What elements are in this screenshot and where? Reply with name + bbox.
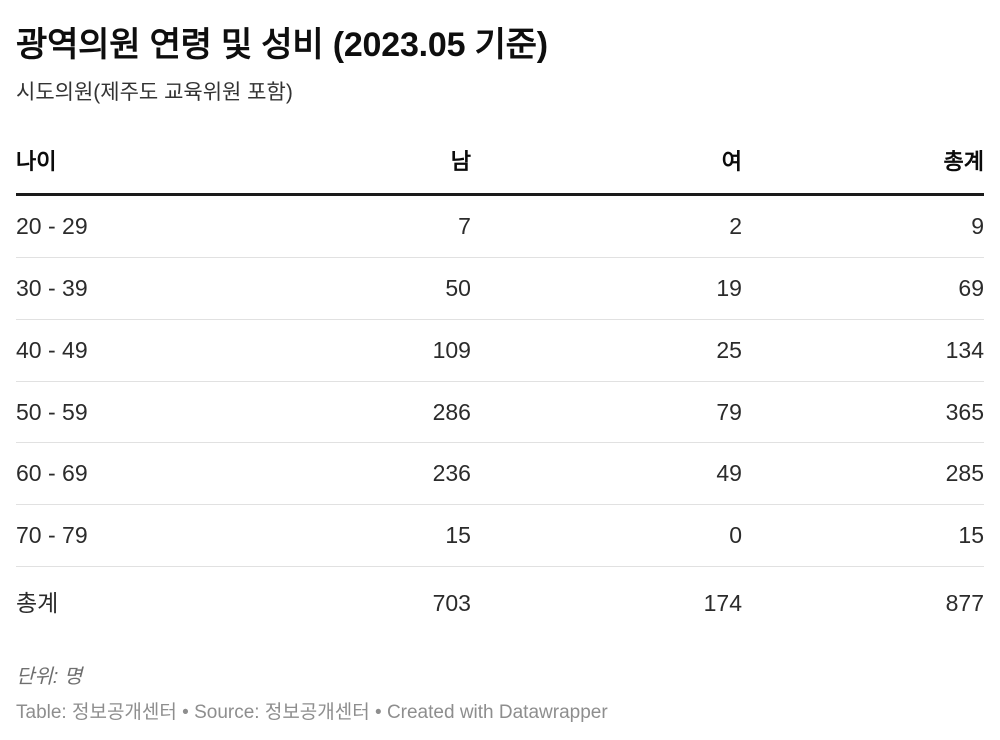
value-cell: 0 <box>470 504 742 567</box>
table-footer: 단위: 명 Table: 정보공개센터 • Source: 정보공개센터 • C… <box>16 664 984 726</box>
table-row: 70 - 79 15 0 15 <box>16 504 984 567</box>
table-row: 20 - 29 7 2 9 <box>16 194 984 258</box>
row-label-cell: 30 - 39 <box>16 257 229 320</box>
value-cell: 9 <box>741 194 984 258</box>
value-cell: 15 <box>741 504 984 567</box>
table-row: 50 - 59 286 79 365 <box>16 381 984 444</box>
value-cell: 286 <box>228 381 471 444</box>
attribution-text: • Created with <box>369 701 499 723</box>
table-header-row: 나이 남 여 총계 <box>16 135 984 197</box>
value-cell: 109 <box>228 319 471 382</box>
row-label-cell: 20 - 29 <box>16 194 229 258</box>
value-cell: 49 <box>470 442 742 505</box>
row-label-cell: 60 - 69 <box>16 442 229 505</box>
row-label-cell: 40 - 49 <box>16 319 229 382</box>
row-label-cell: 총계 <box>16 589 59 616</box>
col-header-male: 남 <box>228 135 471 197</box>
row-label-cell: 70 - 79 <box>16 504 229 567</box>
value-cell: 79 <box>470 381 742 444</box>
attribution-text: Table: <box>16 701 72 723</box>
value-cell: 365 <box>741 381 984 444</box>
col-header-age: 나이 <box>16 135 229 197</box>
table-row: 40 - 49 109 25 134 <box>16 319 984 382</box>
value-cell: 2 <box>470 194 742 258</box>
value-cell: 69 <box>741 257 984 320</box>
value-cell: 134 <box>741 319 984 382</box>
table-row: 30 - 39 50 19 69 <box>16 257 984 320</box>
value-cell: 15 <box>228 504 471 567</box>
attribution-line: Table: 정보공개센터 • Source: 정보공개센터 • Created… <box>16 701 984 726</box>
row-label-cell: 50 - 59 <box>16 381 229 444</box>
attribution-link[interactable]: 정보공개센터 <box>264 701 370 723</box>
unit-note: 단위: 명 <box>16 665 83 688</box>
col-header-female: 여 <box>470 135 742 197</box>
value-cell: 25 <box>470 319 742 382</box>
value-cell: 703 <box>432 589 471 616</box>
page-title: 광역의원 연령 및 성비 (2023.05 기준) <box>16 26 548 64</box>
value-cell: 50 <box>228 257 471 320</box>
page-subtitle: 시도의원(제주도 교육위원 포함) <box>16 80 293 104</box>
table-total-row: 총계 703 174 877 <box>16 566 984 637</box>
value-cell: 236 <box>228 442 471 505</box>
value-cell: 877 <box>945 589 984 616</box>
value-cell: 7 <box>228 194 471 258</box>
table-row: 60 - 69 236 49 285 <box>16 442 984 505</box>
attribution-text: • Source: <box>176 701 265 723</box>
attribution-link[interactable]: Datawrapper <box>498 701 608 723</box>
col-header-total: 총계 <box>741 135 984 197</box>
value-cell: 285 <box>741 442 984 505</box>
attribution-link[interactable]: 정보공개센터 <box>71 701 177 723</box>
value-cell: 19 <box>470 257 742 320</box>
age-gender-table: 나이 남 여 총계 20 - 29 7 2 9 30 - 39 50 19 69 40 - 49 109… <box>16 135 984 638</box>
value-cell: 174 <box>703 589 742 616</box>
